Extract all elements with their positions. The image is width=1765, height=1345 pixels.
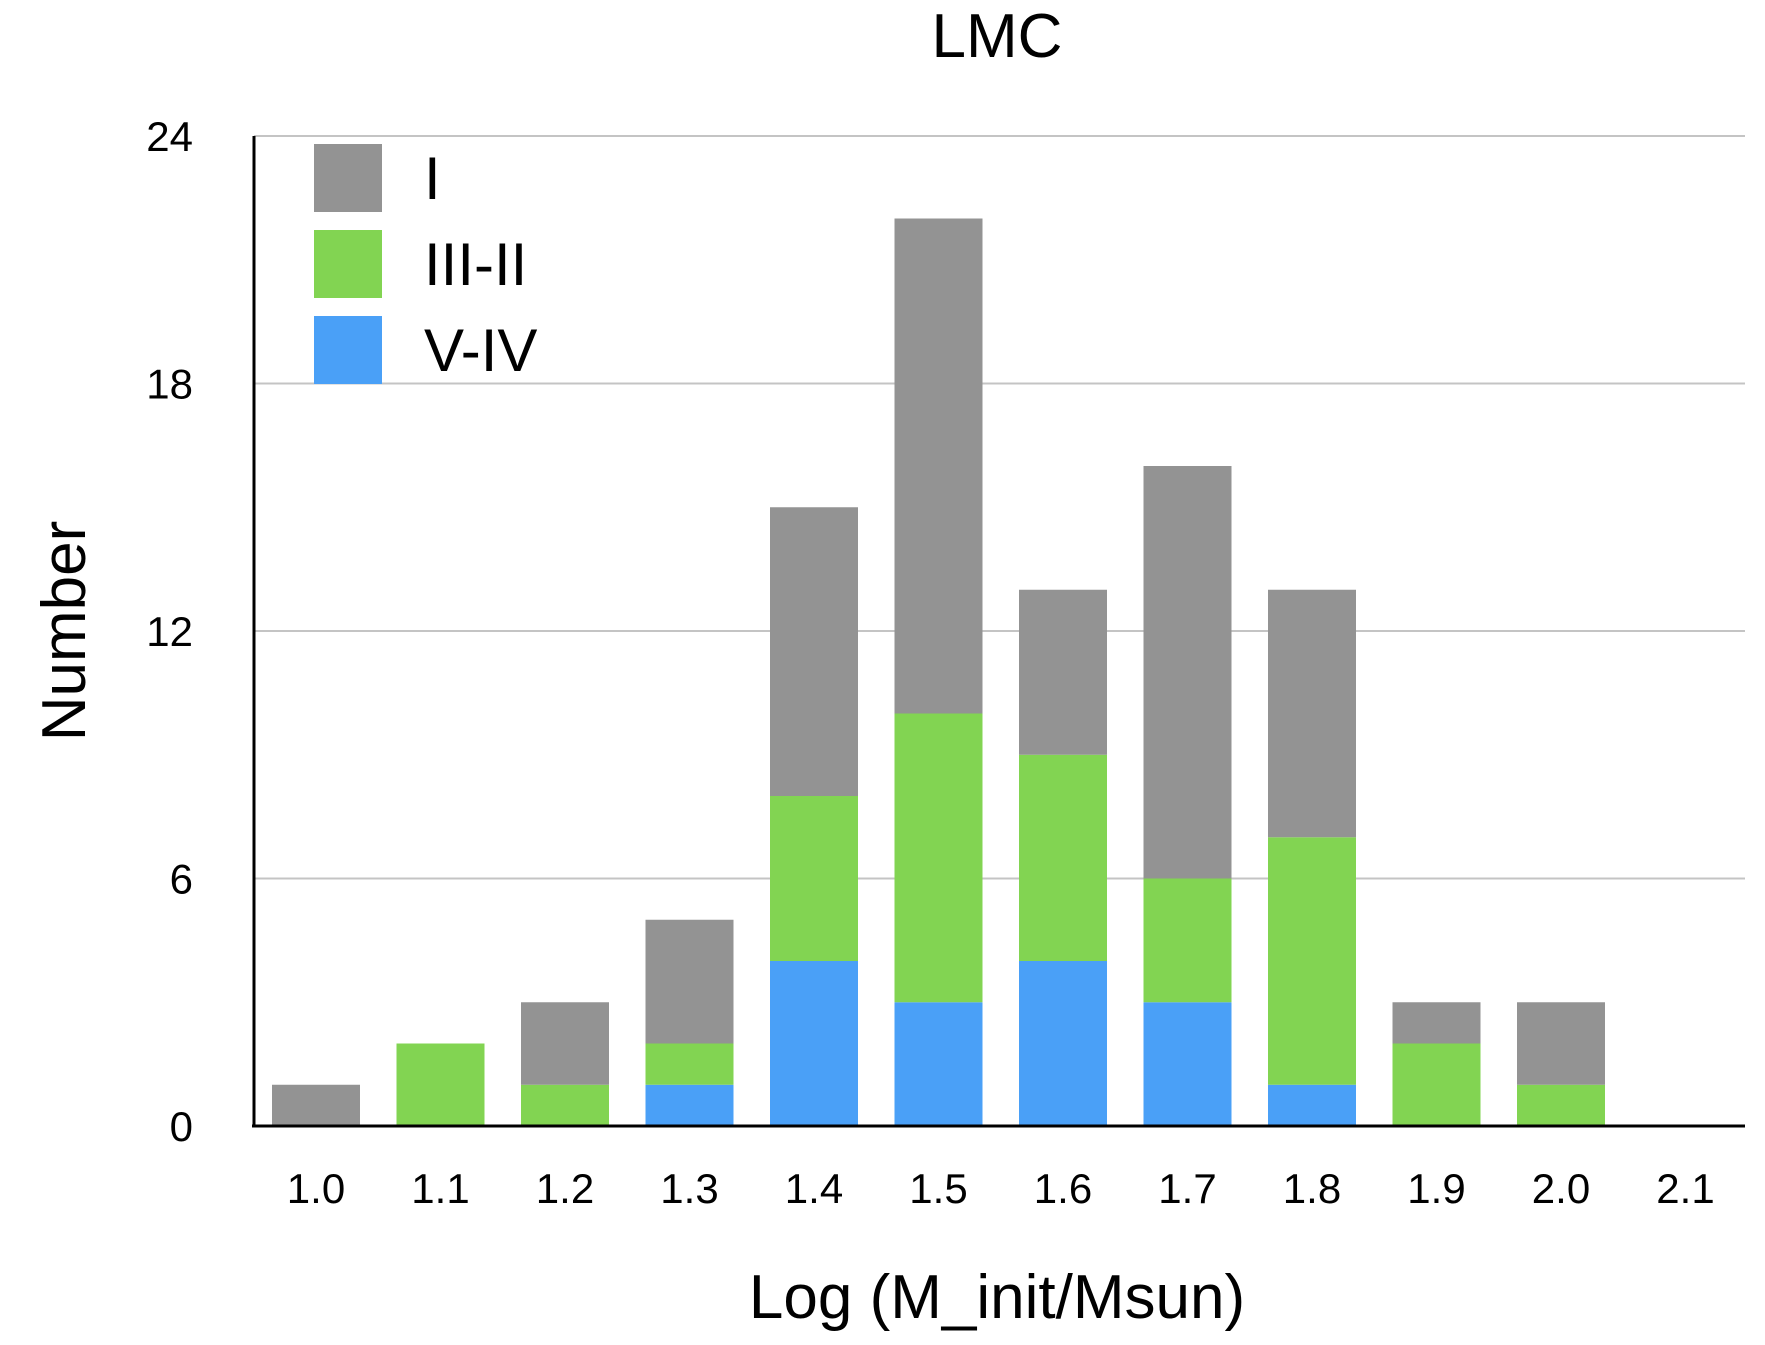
chart-title: LMC xyxy=(932,2,1063,71)
x-tick-label: 1.7 xyxy=(1158,1165,1216,1212)
bar-segment-iii-ii xyxy=(645,1043,734,1085)
bar-segment-iii-ii xyxy=(1019,754,1107,961)
legend-label: III-II xyxy=(424,231,527,298)
bar-segment-v-iv xyxy=(1268,1084,1356,1126)
y-axis-title: Number xyxy=(30,521,99,742)
bar-segment-v-iv xyxy=(894,1002,983,1126)
y-tick-label: 24 xyxy=(146,113,193,160)
x-tick-label: 1.3 xyxy=(660,1165,718,1212)
x-tick-labels: 1.0 1.1 1.2 1.3 1.4 1.5 1.6 1.7 1.8 1.9 2.0 2.1 xyxy=(287,1165,1715,1212)
y-tick-label: 18 xyxy=(146,361,193,408)
y-tick-label: 12 xyxy=(146,608,193,655)
legend-label: V-IV xyxy=(424,317,537,384)
x-tick-label: 1.1 xyxy=(411,1165,469,1212)
x-tick-label: 2.1 xyxy=(1656,1165,1714,1212)
x-tick-label: 1.2 xyxy=(536,1165,594,1212)
y-tick-label: 6 xyxy=(170,856,193,903)
bar-segment-iii-ii xyxy=(396,1043,485,1126)
x-tick-label: 2.0 xyxy=(1532,1165,1590,1212)
bar-segment-v-iv xyxy=(1019,961,1107,1126)
legend-swatch xyxy=(314,144,382,212)
legend-swatch xyxy=(314,230,382,298)
legend-label: I xyxy=(424,145,441,212)
bar-segment-v-iv xyxy=(770,961,858,1126)
legend-swatch xyxy=(314,316,382,384)
bar-segment-i xyxy=(521,1002,609,1085)
bar-segment-iii-ii xyxy=(894,713,983,1003)
bars xyxy=(272,218,1605,1126)
x-tick-label: 1.6 xyxy=(1034,1165,1092,1212)
bar-segment-i xyxy=(894,218,983,714)
y-tick-labels: 0 6 12 18 24 xyxy=(146,113,193,1150)
bar-segment-iii-ii xyxy=(1143,878,1232,1003)
bar-segment-i xyxy=(645,919,734,1044)
x-tick-label: 1.4 xyxy=(785,1165,843,1212)
bar-segment-i xyxy=(1019,589,1107,755)
bar-segment-iii-ii xyxy=(1392,1043,1481,1126)
x-tick-label: 1.9 xyxy=(1407,1165,1465,1212)
x-axis-title: Log (M_init/Msun) xyxy=(749,1263,1245,1332)
bar-segment-v-iv xyxy=(645,1084,734,1126)
bar-segment-iii-ii xyxy=(1268,837,1356,1085)
y-tick-label: 0 xyxy=(170,1103,193,1150)
bar-segment-i xyxy=(272,1084,360,1126)
bar-segment-iii-ii xyxy=(521,1084,609,1126)
x-tick-label: 1.8 xyxy=(1283,1165,1341,1212)
legend: I III-II V-IV xyxy=(314,144,537,384)
x-tick-label: 1.5 xyxy=(909,1165,967,1212)
bar-segment-v-iv xyxy=(1143,1002,1232,1126)
bar-segment-i xyxy=(770,507,858,796)
bar-segment-i xyxy=(1268,589,1356,838)
x-tick-label: 1.0 xyxy=(287,1165,345,1212)
bar-segment-iii-ii xyxy=(770,796,858,961)
bar-segment-i xyxy=(1143,466,1232,879)
bar-segment-iii-ii xyxy=(1517,1084,1605,1126)
grid-lines xyxy=(254,135,1745,880)
bar-segment-i xyxy=(1517,1002,1605,1085)
bar-segment-i xyxy=(1392,1002,1481,1044)
